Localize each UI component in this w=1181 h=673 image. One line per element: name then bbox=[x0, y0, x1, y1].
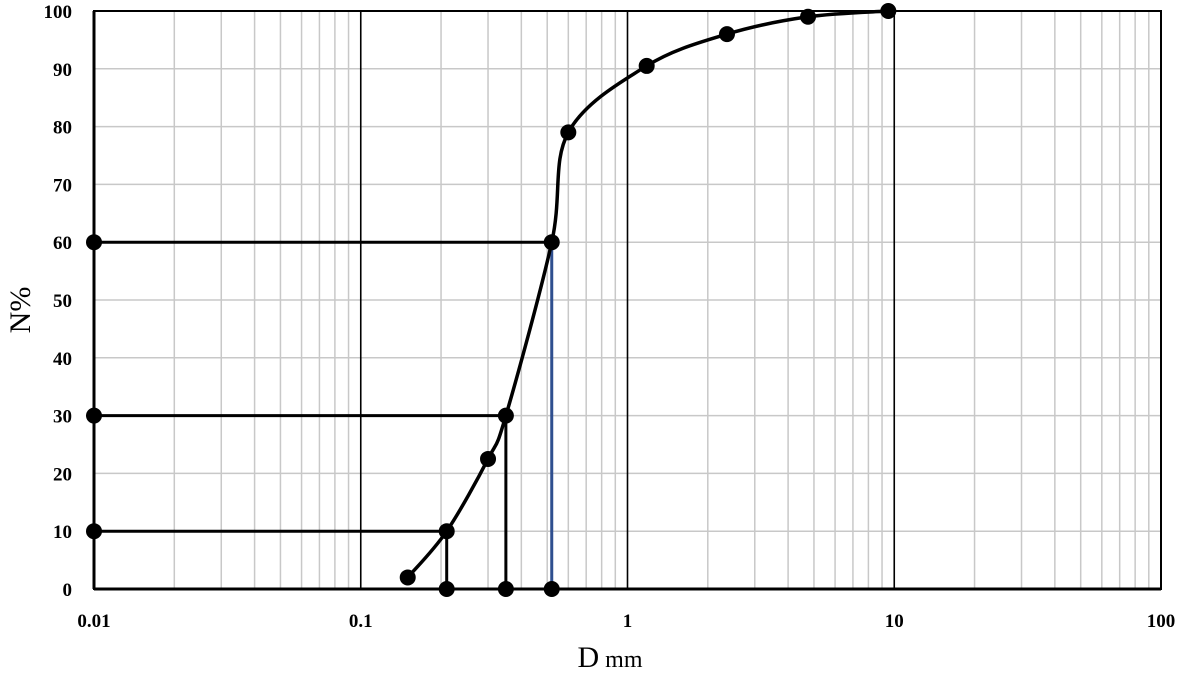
y-axis-title: N% bbox=[4, 287, 37, 334]
y-tick-label: 70 bbox=[53, 175, 72, 196]
construction-lines bbox=[94, 240, 554, 589]
data-point bbox=[438, 523, 455, 540]
data-point bbox=[399, 569, 416, 586]
y-tick-label: 30 bbox=[53, 407, 72, 428]
y-tick-label: 80 bbox=[53, 118, 72, 139]
gradation-curve bbox=[406, 9, 889, 579]
x-tick-label: 0.1 bbox=[349, 611, 373, 632]
data-point bbox=[638, 57, 655, 74]
y-tick-label: 0 bbox=[63, 580, 73, 601]
x-tick-label: 0.01 bbox=[77, 611, 110, 632]
data-point bbox=[543, 234, 560, 251]
y-tick-label: 20 bbox=[53, 464, 72, 485]
construction-marker-x-axis bbox=[497, 581, 514, 597]
axes bbox=[92, 10, 1162, 591]
construction-marker-x-axis bbox=[543, 581, 560, 597]
y-tick-label: 60 bbox=[53, 233, 72, 254]
tick-labels: 0.01 0.1 1 10 100 0 10 20 30 40 50 60 70 80 90 100 bbox=[44, 2, 1176, 632]
construction-marker-y-axis bbox=[86, 523, 102, 540]
y-tick-label: 100 bbox=[44, 2, 73, 23]
data-point bbox=[800, 8, 817, 25]
data-point bbox=[880, 3, 897, 19]
data-point bbox=[718, 26, 735, 43]
grid bbox=[94, 10, 1161, 589]
data-point bbox=[480, 450, 497, 467]
data-point bbox=[497, 407, 514, 424]
y-tick-label: 50 bbox=[53, 291, 72, 312]
y-tick-label: 90 bbox=[53, 60, 72, 81]
construction-marker-y-axis bbox=[86, 407, 102, 424]
x-tick-label: 100 bbox=[1147, 611, 1176, 632]
gradation-curve-line bbox=[406, 9, 889, 579]
construction-marker-x-axis bbox=[438, 581, 455, 597]
y-tick-label: 10 bbox=[53, 522, 72, 543]
data-points bbox=[86, 3, 897, 597]
x-tick-label: 1 bbox=[623, 611, 633, 632]
x-tick-label: 10 bbox=[885, 611, 904, 632]
data-point bbox=[560, 124, 577, 141]
y-tick-label: 40 bbox=[53, 349, 72, 370]
construction-marker-y-axis bbox=[86, 234, 102, 251]
